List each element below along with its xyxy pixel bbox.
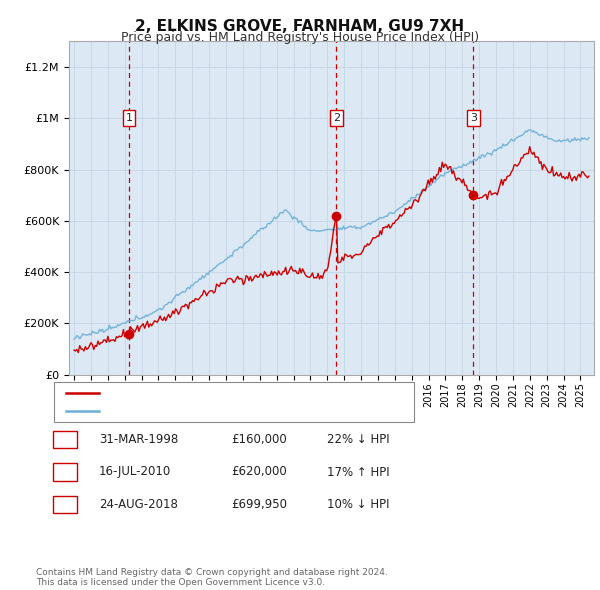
Text: 3: 3 (61, 498, 68, 511)
Text: 1: 1 (125, 113, 133, 123)
Text: 2, ELKINS GROVE, FARNHAM, GU9 7XH: 2, ELKINS GROVE, FARNHAM, GU9 7XH (136, 19, 464, 34)
Text: 2: 2 (61, 466, 68, 478)
Text: £699,950: £699,950 (231, 498, 287, 511)
Text: 10% ↓ HPI: 10% ↓ HPI (327, 498, 389, 511)
Text: 16-JUL-2010: 16-JUL-2010 (99, 466, 171, 478)
Text: 22% ↓ HPI: 22% ↓ HPI (327, 433, 389, 446)
Text: 3: 3 (470, 113, 477, 123)
Text: 2: 2 (333, 113, 340, 123)
Text: 17% ↑ HPI: 17% ↑ HPI (327, 466, 389, 478)
Text: Price paid vs. HM Land Registry's House Price Index (HPI): Price paid vs. HM Land Registry's House … (121, 31, 479, 44)
Text: 1: 1 (61, 433, 68, 446)
Text: 31-MAR-1998: 31-MAR-1998 (99, 433, 178, 446)
Text: Contains HM Land Registry data © Crown copyright and database right 2024.
This d: Contains HM Land Registry data © Crown c… (36, 568, 388, 587)
Text: HPI: Average price, detached house, Waverley: HPI: Average price, detached house, Wave… (105, 405, 346, 415)
Text: £620,000: £620,000 (231, 466, 287, 478)
Text: 24-AUG-2018: 24-AUG-2018 (99, 498, 178, 511)
Text: 2, ELKINS GROVE, FARNHAM, GU9 7XH (detached house): 2, ELKINS GROVE, FARNHAM, GU9 7XH (detac… (105, 388, 401, 398)
Text: £160,000: £160,000 (231, 433, 287, 446)
